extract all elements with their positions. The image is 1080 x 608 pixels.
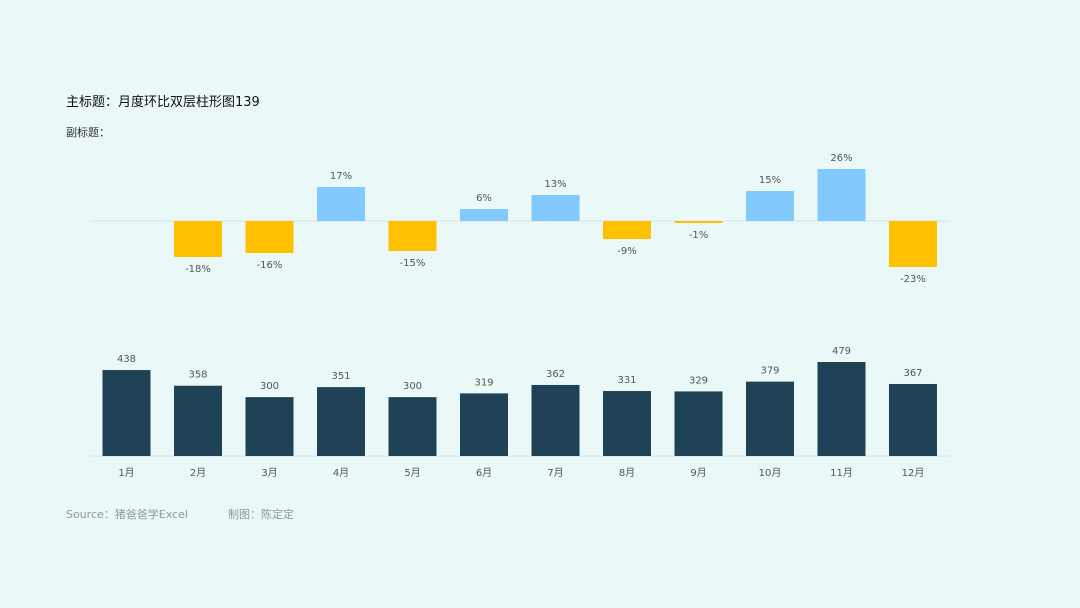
mom-data-label: 6% xyxy=(476,193,492,204)
mom-data-label: -18% xyxy=(185,264,211,275)
mom-data-label: 26% xyxy=(830,153,852,164)
mom-bar xyxy=(245,221,294,253)
value-data-label: 379 xyxy=(760,366,779,377)
x-tick-label: 8月 xyxy=(619,467,635,479)
value-data-label: 367 xyxy=(903,368,922,379)
source-note: Source：猪爸爸学Excel xyxy=(66,508,188,521)
x-tick-label: 5月 xyxy=(404,467,420,479)
x-tick-label: 12月 xyxy=(902,467,925,479)
value-bar xyxy=(245,397,294,456)
chart-subtitle: 副标题： xyxy=(66,126,110,139)
maker-note: 制图：陈定定 xyxy=(228,508,294,521)
mom-bar xyxy=(317,187,365,221)
mom-data-label: -1% xyxy=(689,230,708,241)
value-data-label: 358 xyxy=(188,370,207,381)
value-bar xyxy=(388,397,437,456)
value-bar xyxy=(889,383,937,456)
mom-data-label: -9% xyxy=(617,246,636,257)
mom-data-label: -15% xyxy=(400,258,426,269)
value-bar xyxy=(603,391,651,456)
x-tick-label: 9月 xyxy=(690,467,706,479)
value-bar xyxy=(817,362,866,456)
x-tick-label: 1月 xyxy=(118,467,134,479)
value-data-label: 351 xyxy=(331,371,350,382)
value-bar xyxy=(746,381,794,456)
mom-bar xyxy=(817,169,866,221)
mom-bar xyxy=(603,221,651,239)
mom-data-label: -16% xyxy=(257,260,283,271)
value-bar xyxy=(674,391,723,456)
value-bar xyxy=(317,387,365,456)
mom-bar xyxy=(889,221,937,267)
value-data-label: 319 xyxy=(474,377,493,388)
value-data-label: 300 xyxy=(260,381,279,392)
x-tick-label: 6月 xyxy=(476,467,492,479)
mom-bar xyxy=(746,191,794,221)
mom-data-label: 15% xyxy=(759,175,781,186)
x-tick-label: 4月 xyxy=(333,467,349,479)
value-data-label: 362 xyxy=(546,369,565,380)
monthly-value-chart: 438 1月 358 2月 300 3月 351 4月 300 5月 319 6月 362 7月 331 8月… xyxy=(90,346,950,479)
value-bar xyxy=(174,385,222,456)
value-data-label: 329 xyxy=(689,375,708,386)
x-tick-label: 2月 xyxy=(190,467,206,479)
mom-bar xyxy=(388,221,437,251)
mom-bar xyxy=(674,221,723,223)
chart-title: 主标题：月度环比双层柱形图139 xyxy=(66,95,260,110)
mom-bar xyxy=(174,221,222,257)
mom-data-label: -23% xyxy=(900,274,926,285)
value-bar xyxy=(460,393,508,456)
mom-data-label: 13% xyxy=(544,179,566,190)
mom-bar xyxy=(460,209,508,221)
value-data-label: 331 xyxy=(617,375,636,386)
value-data-label: 438 xyxy=(117,354,136,365)
value-data-label: 300 xyxy=(403,381,422,392)
mom-change-chart: -18% -16% 17% -15% 6% 13% -9% -1% 15% 26% -23% xyxy=(90,153,950,285)
x-tick-label: 7月 xyxy=(547,467,563,479)
x-tick-label: 3月 xyxy=(261,467,277,479)
value-bar xyxy=(531,384,580,456)
mom-data-label: 17% xyxy=(330,171,352,182)
x-tick-label: 11月 xyxy=(830,467,853,479)
x-tick-label: 10月 xyxy=(759,467,782,479)
value-data-label: 479 xyxy=(832,346,851,357)
value-bar xyxy=(102,370,151,456)
mom-bar xyxy=(531,195,580,221)
